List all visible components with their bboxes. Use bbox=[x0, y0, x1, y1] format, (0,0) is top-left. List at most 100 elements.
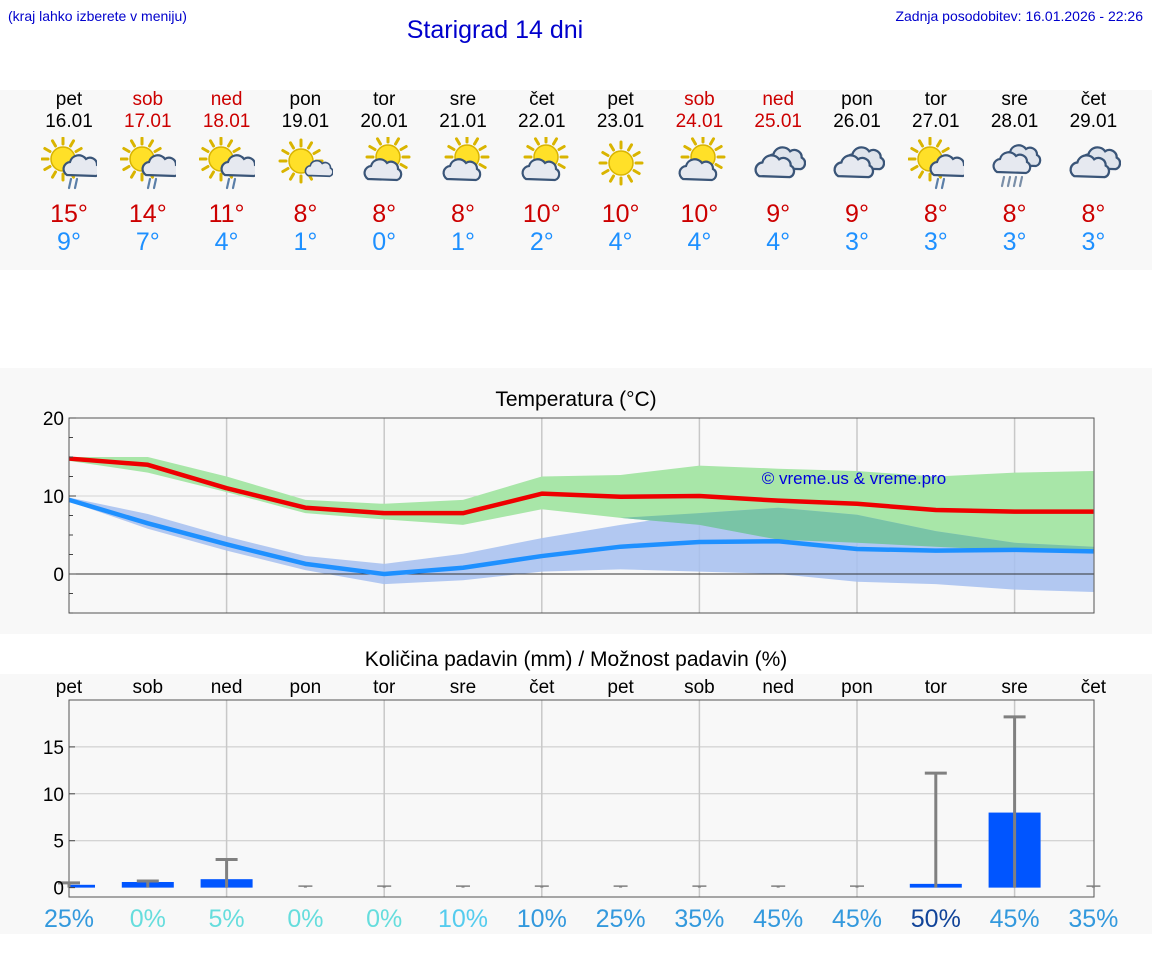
day-column: pet 23.01 10° 4° bbox=[586, 89, 656, 256]
page-title: Starigrad 14 dni bbox=[406, 16, 584, 44]
day-column: pon 26.01 9° 3° bbox=[822, 89, 892, 256]
min-temperature: 2° bbox=[529, 228, 554, 256]
precipitation-day-label: čet bbox=[1081, 677, 1107, 698]
max-temperature: 8° bbox=[451, 200, 475, 228]
day-date: 23.01 bbox=[596, 111, 645, 132]
sun-cloud-rain-icon bbox=[198, 136, 259, 190]
precipitation-probability: 45% bbox=[990, 905, 1040, 933]
min-temperature: 1° bbox=[293, 228, 318, 256]
precipitation-probability: 35% bbox=[1068, 905, 1118, 933]
max-temperature: 11° bbox=[208, 200, 245, 228]
precipitation-day-label: ned bbox=[762, 677, 794, 698]
min-temperature: 1° bbox=[451, 228, 475, 256]
precipitation-probability: 25% bbox=[596, 905, 646, 933]
day-column: čet 22.01 10° 2° bbox=[507, 89, 577, 256]
day-column: pon 19.01 8° 1° bbox=[270, 89, 340, 256]
sun-small-cloud-icon bbox=[278, 138, 335, 184]
max-temperature: 8° bbox=[293, 200, 318, 228]
precipitation-probability: 0% bbox=[366, 905, 402, 933]
day-date: 17.01 bbox=[124, 111, 172, 132]
min-temperature-line bbox=[68, 497, 1094, 577]
sun-cloud-rain-icon bbox=[119, 136, 181, 190]
precipitation-day-label: pet bbox=[56, 677, 83, 698]
min-temperature: 3° bbox=[923, 228, 948, 256]
temperature-band-overlap bbox=[69, 460, 1094, 551]
day-column: tor 27.01 8° 3° bbox=[901, 89, 971, 256]
precipitation-day-label: sob bbox=[684, 677, 715, 698]
day-column: čet 29.01 8° 3° bbox=[1058, 89, 1128, 256]
day-date: 25.01 bbox=[754, 111, 802, 132]
precipitation-probability: 0% bbox=[130, 905, 166, 933]
max-temperature: 10° bbox=[601, 200, 640, 228]
day-date: 24.01 bbox=[675, 111, 724, 132]
copyright-watermark: © vreme.us & vreme.pro bbox=[762, 469, 946, 488]
day-date: 22.01 bbox=[518, 111, 566, 132]
day-column: pet 16.01 15° 9° bbox=[34, 89, 104, 256]
day-column: sre 21.01 8° 1° bbox=[428, 89, 498, 256]
sun-behind-cloud-icon bbox=[678, 134, 726, 182]
precipitation-day-label: sre bbox=[450, 677, 476, 698]
precipitation-probability: 35% bbox=[674, 905, 724, 933]
day-date: 29.01 bbox=[1069, 111, 1118, 132]
precipitation-day-label: pon bbox=[290, 677, 322, 698]
y-tick-label: 0 bbox=[53, 879, 64, 900]
precipitation-probability: 25% bbox=[44, 905, 94, 933]
day-name: sre bbox=[1001, 89, 1028, 110]
day-date: 28.01 bbox=[990, 111, 1039, 132]
min-temperature: 9° bbox=[57, 228, 81, 256]
precipitation-day-label: pet bbox=[607, 677, 634, 698]
day-name: sre bbox=[449, 89, 477, 110]
cloudy-icon bbox=[1069, 146, 1122, 179]
day-column: ned 18.01 11° 4° bbox=[192, 89, 262, 256]
max-temperature: 8° bbox=[1081, 200, 1106, 228]
day-name: tor bbox=[924, 89, 947, 110]
y-tick-label: 20 bbox=[43, 409, 64, 430]
precipitation-probability: 5% bbox=[209, 905, 245, 933]
day-date: 27.01 bbox=[912, 111, 960, 132]
min-temperature: 0° bbox=[372, 228, 397, 256]
precipitation-day-label: sob bbox=[132, 677, 163, 698]
max-temperature: 8° bbox=[372, 200, 397, 228]
day-column: ned 25.01 9° 4° bbox=[743, 89, 813, 256]
day-name: sob bbox=[132, 89, 164, 110]
day-column: tor 20.01 8° 0° bbox=[349, 89, 419, 256]
min-temperature: 3° bbox=[1002, 228, 1027, 256]
precipitation-day-label: tor bbox=[373, 677, 396, 698]
day-name: pon bbox=[841, 89, 873, 110]
sun-behind-cloud-icon bbox=[363, 134, 411, 182]
sun-cloud-rain-icon bbox=[907, 136, 969, 190]
precipitation-probability: 45% bbox=[832, 905, 882, 933]
max-temperature: 8° bbox=[1002, 200, 1027, 228]
precipitation-probability: 10% bbox=[438, 905, 488, 933]
location-menu-hint: (kraj lahko izberete v meniju) bbox=[8, 8, 187, 24]
y-tick-label: 5 bbox=[53, 832, 64, 853]
max-temperature: 10° bbox=[522, 200, 561, 228]
temperature-chart-title: Temperatura (°C) bbox=[495, 388, 657, 411]
day-name: čet bbox=[529, 89, 555, 110]
y-tick-label: 0 bbox=[53, 565, 64, 586]
min-temperature: 7° bbox=[135, 228, 160, 256]
max-temperature: 10° bbox=[680, 200, 719, 228]
precipitation-plot-area bbox=[69, 700, 1094, 897]
sun-behind-cloud-icon bbox=[521, 134, 569, 182]
daily-forecast-strip bbox=[0, 90, 1152, 270]
max-temperature: 8° bbox=[923, 200, 948, 228]
day-column: sre 28.01 8° 3° bbox=[980, 89, 1050, 256]
max-temperature: 9° bbox=[845, 200, 869, 228]
max-temperature: 14° bbox=[128, 200, 167, 228]
cloudy-icon bbox=[833, 146, 886, 179]
day-name: čet bbox=[1080, 89, 1107, 110]
day-date: 18.01 bbox=[202, 111, 251, 132]
day-name: pet bbox=[55, 89, 83, 110]
precipitation-day-label: sre bbox=[1001, 677, 1027, 698]
day-column: sob 17.01 14° 7° bbox=[113, 89, 183, 256]
y-tick-label: 10 bbox=[43, 487, 64, 508]
precipitation-chart-title: Količina padavin (mm) / Možnost padavin … bbox=[364, 648, 788, 671]
precipitation-probability: 50% bbox=[911, 905, 961, 933]
precipitation-day-label: čet bbox=[529, 677, 555, 698]
day-date: 21.01 bbox=[439, 111, 487, 132]
precipitation-probability: 10% bbox=[517, 905, 567, 933]
min-temperature: 3° bbox=[1081, 228, 1106, 256]
day-name: tor bbox=[373, 89, 396, 110]
